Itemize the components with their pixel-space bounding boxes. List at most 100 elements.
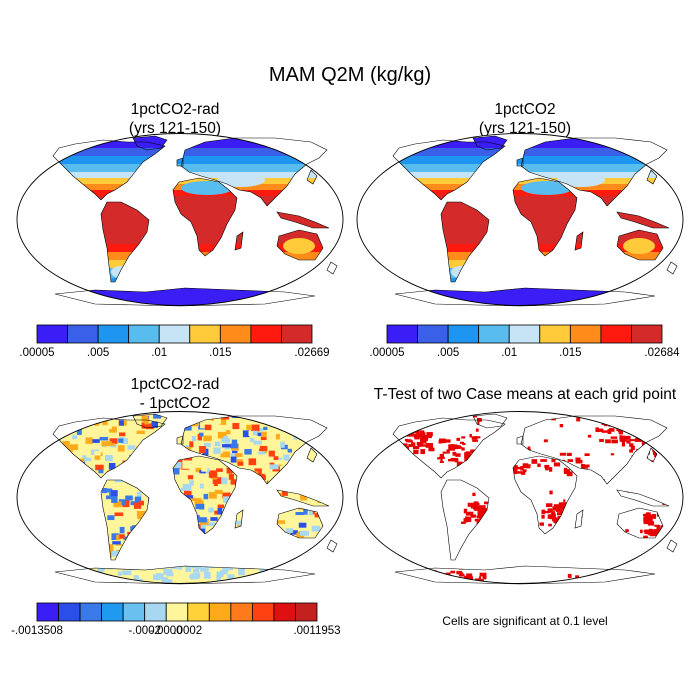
colorbar-swatch bbox=[631, 324, 663, 344]
colorbar-swatch bbox=[79, 602, 103, 622]
colorbar-swatch bbox=[128, 324, 160, 344]
map-panel-1pctCO2 bbox=[356, 133, 684, 307]
cb2-label-4: .02684 bbox=[644, 347, 680, 359]
cb2-label-2: .01 bbox=[501, 347, 518, 359]
coastline-madagascar bbox=[574, 509, 584, 529]
colorbar-1pctCO2-labels: .00005 .005 .01 .015 .02684 bbox=[369, 347, 679, 363]
coastline-japan bbox=[306, 447, 318, 463]
coastline-samerica bbox=[100, 201, 150, 283]
coastline-samerica bbox=[440, 479, 490, 561]
panel1-title-line1: 1pctCO2-rad bbox=[130, 101, 220, 118]
coastline-africa bbox=[512, 455, 578, 535]
cb2-label-3: .015 bbox=[559, 347, 582, 359]
cb1-label-1: .005 bbox=[86, 347, 110, 359]
colorbar-swatch bbox=[273, 602, 296, 622]
colorbar-swatch bbox=[158, 324, 191, 344]
cb2-label-1: .005 bbox=[436, 347, 460, 359]
coastline-eurasia bbox=[520, 415, 668, 485]
panel3-title: 1pctCO2-rad - 1pctCO2 bbox=[60, 375, 290, 413]
panel3-title-line1: 1pctCO2-rad bbox=[130, 376, 220, 393]
panel3-title-line2: - 1pctCO2 bbox=[139, 395, 211, 412]
colorbar-swatch bbox=[250, 324, 282, 344]
coastline-japan bbox=[306, 169, 318, 185]
coastline-uk bbox=[516, 435, 524, 445]
cb3-label-1: -.0002 bbox=[128, 625, 161, 637]
panel2-title-line2: (yrs 121-150) bbox=[478, 120, 572, 137]
coastline-australia bbox=[276, 229, 324, 261]
colorbar-swatch bbox=[187, 602, 210, 622]
colorbar-swatch bbox=[36, 324, 68, 344]
coastline-greenland bbox=[132, 135, 168, 151]
cb3-label-2: -.0000 bbox=[149, 625, 183, 637]
colorbar-swatch bbox=[208, 602, 232, 622]
map-background bbox=[357, 411, 683, 584]
coastline-samerica bbox=[440, 201, 490, 283]
coastline-antarctica bbox=[394, 287, 656, 307]
coastline-nz bbox=[326, 261, 338, 275]
panel1-title: 1pctCO2-rad (yrs 121-150) bbox=[60, 100, 290, 138]
map-panel-1pctCO2-rad bbox=[16, 133, 344, 307]
colorbar-swatch bbox=[189, 324, 221, 344]
colorbar-swatch bbox=[251, 602, 275, 622]
coastline-eurasia bbox=[520, 137, 668, 207]
significance-note: Cells are significant at 0.1 level bbox=[442, 614, 608, 628]
panel2-title: 1pctCO2 (yrs 121-150) bbox=[410, 100, 640, 138]
colorbar-swatch bbox=[67, 324, 99, 344]
coastline-namerica bbox=[392, 417, 506, 479]
coastline-australia bbox=[616, 229, 664, 261]
coastline-uk bbox=[176, 157, 184, 167]
colorbar-swatch bbox=[539, 324, 571, 344]
map-panel-difference bbox=[16, 411, 344, 585]
coastline-australia bbox=[276, 507, 324, 539]
figure-title: MAM Q2M (kg/kg) bbox=[268, 64, 432, 86]
colorbar-swatch bbox=[219, 324, 252, 344]
colorbar-swatch bbox=[230, 602, 253, 622]
colorbar-swatch bbox=[508, 324, 541, 344]
colorbar-swatch bbox=[295, 602, 318, 622]
coastline-uk bbox=[516, 157, 524, 167]
coastline-madagascar bbox=[574, 231, 584, 251]
colorbar-1pctCO2-rad bbox=[36, 324, 313, 344]
coastline-madagascar bbox=[234, 231, 244, 251]
coastline-japan bbox=[646, 447, 658, 463]
coastline-eurasia bbox=[180, 415, 328, 485]
panel4-title: T-Test of two Case means at each grid po… bbox=[373, 386, 677, 403]
coastline-samerica bbox=[100, 479, 150, 561]
coastline-indonesia bbox=[616, 211, 670, 229]
map-border bbox=[356, 411, 684, 584]
colorbar-swatch bbox=[386, 324, 418, 344]
colorbar-swatch bbox=[569, 324, 602, 344]
panel2-title-line1: 1pctCO2 bbox=[494, 101, 556, 118]
panel1-title-line2: (yrs 121-150) bbox=[128, 120, 222, 137]
colorbar-1pctCO2 bbox=[386, 324, 663, 344]
colorbar-swatch bbox=[58, 602, 81, 622]
coastline-greenland bbox=[472, 413, 508, 429]
cb3-label-3: .0002 bbox=[173, 625, 203, 637]
colorbar-difference bbox=[36, 602, 318, 622]
colorbar-swatch bbox=[97, 324, 130, 344]
coastline-greenland bbox=[132, 413, 168, 429]
colorbar-1pctCO2-rad-labels: .00005 .005 .01 .015 .02669 bbox=[19, 347, 329, 363]
colorbar-difference-labels: -.0013508 -.0002 -.0000 .0002 .0011953 bbox=[11, 625, 340, 641]
colorbar-swatch bbox=[122, 602, 146, 622]
coastline-antarctica bbox=[394, 565, 656, 585]
cb1-label-3: .015 bbox=[209, 347, 232, 359]
coastline-madagascar bbox=[234, 509, 244, 529]
colorbar-swatch bbox=[447, 324, 480, 344]
coastline-antarctica bbox=[54, 287, 316, 307]
coastline-uk bbox=[176, 435, 184, 445]
colorbar-swatch bbox=[165, 602, 189, 622]
cb1-label-2: .01 bbox=[151, 347, 168, 359]
map-border bbox=[356, 133, 684, 306]
colorbar-swatch bbox=[478, 324, 510, 344]
map-border bbox=[16, 133, 344, 306]
coastline-japan bbox=[646, 169, 658, 185]
coastline-africa bbox=[172, 177, 238, 257]
coastline-eurasia bbox=[180, 137, 328, 207]
coastline-australia bbox=[616, 507, 664, 539]
cb1-label-0: .00005 bbox=[19, 347, 55, 359]
coastline-nz bbox=[666, 261, 678, 275]
colorbar-swatch bbox=[600, 324, 632, 344]
colorbar-swatch bbox=[144, 602, 167, 622]
colorbar-swatch bbox=[281, 324, 313, 344]
